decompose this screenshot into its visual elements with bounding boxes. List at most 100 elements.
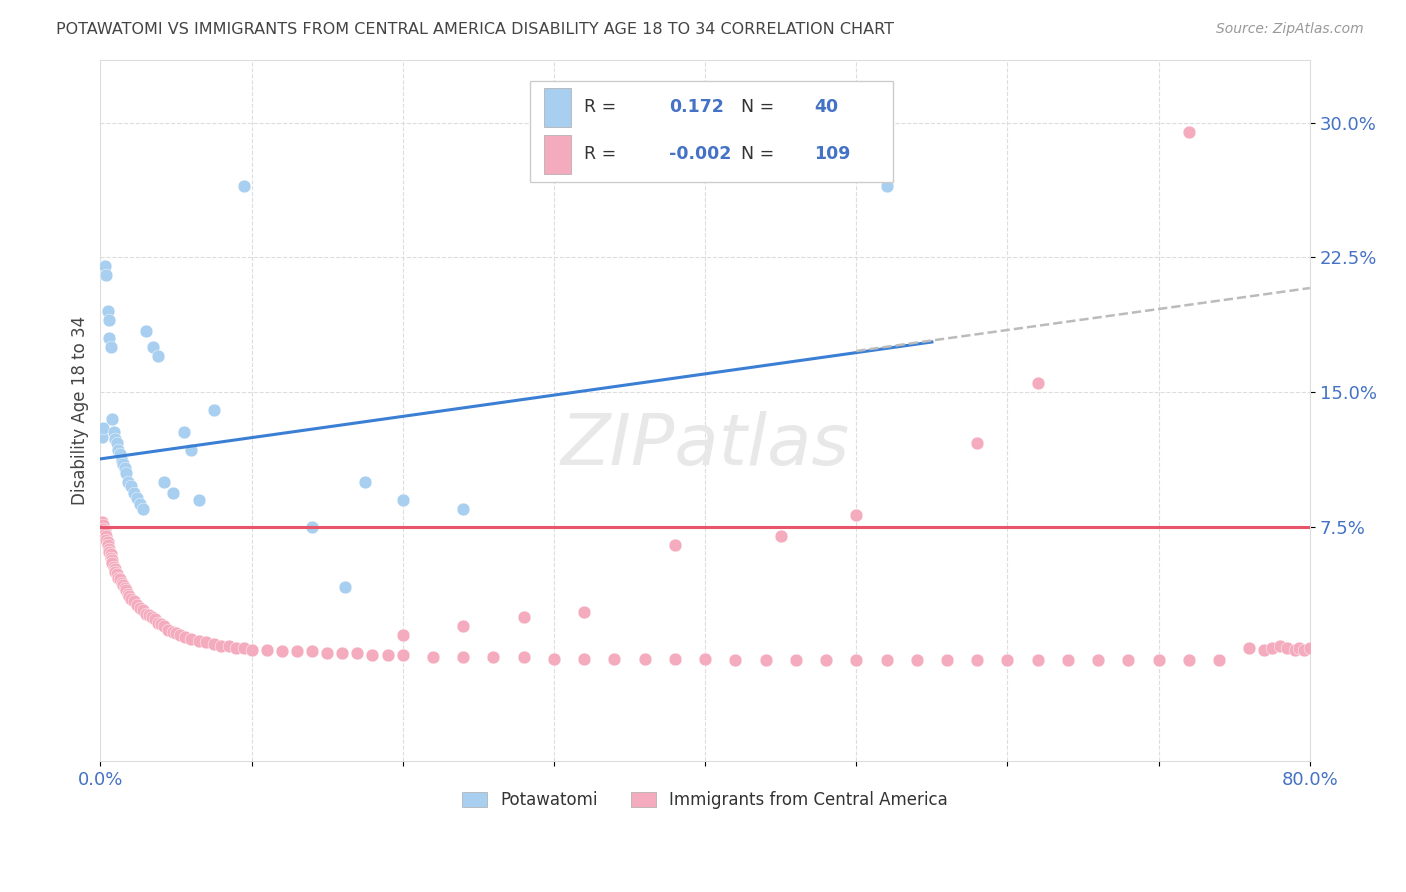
Point — [1178, 653, 1201, 667]
Point — [112, 458, 135, 472]
Point — [94, 260, 117, 274]
Point — [876, 178, 898, 193]
Point — [100, 550, 122, 565]
Point — [1261, 640, 1284, 655]
Point — [202, 637, 225, 651]
FancyBboxPatch shape — [544, 88, 571, 127]
Text: 40: 40 — [814, 98, 838, 116]
Point — [785, 653, 807, 667]
Point — [104, 432, 127, 446]
Point — [1253, 642, 1275, 657]
Point — [845, 508, 868, 522]
Point — [543, 651, 565, 665]
Point — [209, 639, 232, 653]
Point — [1275, 640, 1298, 655]
Point — [233, 178, 256, 193]
Point — [391, 493, 413, 508]
Point — [101, 412, 124, 426]
Point — [335, 580, 357, 594]
Point — [1299, 640, 1322, 655]
Point — [122, 594, 145, 608]
Text: R =: R = — [583, 98, 616, 116]
Point — [180, 442, 202, 457]
Point — [135, 324, 157, 338]
Text: ZIPatlas: ZIPatlas — [561, 411, 849, 480]
Point — [96, 529, 118, 543]
Point — [142, 340, 165, 354]
Point — [141, 610, 163, 624]
Point — [135, 607, 157, 621]
Point — [114, 582, 136, 596]
Point — [1208, 653, 1230, 667]
Point — [93, 421, 115, 435]
Point — [94, 527, 117, 541]
Point — [93, 522, 115, 536]
Point — [1026, 376, 1049, 391]
Point — [120, 592, 142, 607]
Point — [125, 491, 148, 506]
Point — [451, 649, 474, 664]
Point — [285, 644, 308, 658]
Point — [572, 651, 595, 665]
Point — [138, 608, 160, 623]
Point — [118, 589, 141, 603]
Point — [1026, 653, 1049, 667]
Y-axis label: Disability Age 18 to 34: Disability Age 18 to 34 — [72, 316, 89, 505]
Point — [876, 653, 898, 667]
Point — [146, 615, 169, 630]
Point — [107, 571, 129, 585]
Point — [391, 628, 413, 642]
Point — [110, 453, 132, 467]
Point — [115, 467, 138, 481]
Point — [165, 626, 187, 640]
Point — [162, 624, 184, 639]
Point — [112, 578, 135, 592]
Point — [1292, 642, 1315, 657]
Point — [451, 619, 474, 633]
Point — [270, 644, 292, 658]
Point — [1268, 639, 1291, 653]
FancyBboxPatch shape — [530, 80, 893, 182]
Point — [98, 545, 121, 559]
Point — [125, 598, 148, 612]
Point — [966, 653, 988, 667]
Point — [1284, 642, 1306, 657]
Point — [845, 653, 868, 667]
Point — [174, 630, 197, 644]
Point — [157, 623, 180, 637]
Point — [108, 573, 131, 587]
Point — [97, 538, 120, 552]
Point — [149, 617, 172, 632]
Point — [117, 475, 139, 490]
Point — [100, 547, 122, 561]
Point — [330, 646, 353, 660]
Point — [633, 651, 655, 665]
Point — [98, 331, 121, 345]
Point — [98, 541, 121, 556]
Point — [110, 576, 132, 591]
Text: POTAWATOMI VS IMMIGRANTS FROM CENTRAL AMERICA DISABILITY AGE 18 TO 34 CORRELATIO: POTAWATOMI VS IMMIGRANTS FROM CENTRAL AM… — [56, 22, 894, 37]
Point — [153, 475, 176, 490]
Point — [815, 653, 838, 667]
Point — [180, 632, 202, 646]
Point — [115, 583, 138, 598]
Point — [664, 651, 686, 665]
Point — [1147, 653, 1170, 667]
Point — [131, 502, 153, 516]
Point — [187, 493, 209, 508]
Point — [664, 538, 686, 552]
Point — [422, 649, 444, 664]
Point — [104, 561, 127, 575]
Point — [96, 268, 118, 283]
Point — [96, 533, 118, 547]
Point — [301, 520, 323, 534]
Point — [146, 350, 169, 364]
Point — [905, 653, 928, 667]
Point — [1087, 653, 1109, 667]
Text: -0.002: -0.002 — [669, 145, 731, 163]
Point — [94, 524, 117, 538]
Point — [997, 653, 1019, 667]
Text: N =: N = — [741, 145, 775, 163]
Point — [1057, 653, 1080, 667]
Text: Source: ZipAtlas.com: Source: ZipAtlas.com — [1216, 22, 1364, 37]
